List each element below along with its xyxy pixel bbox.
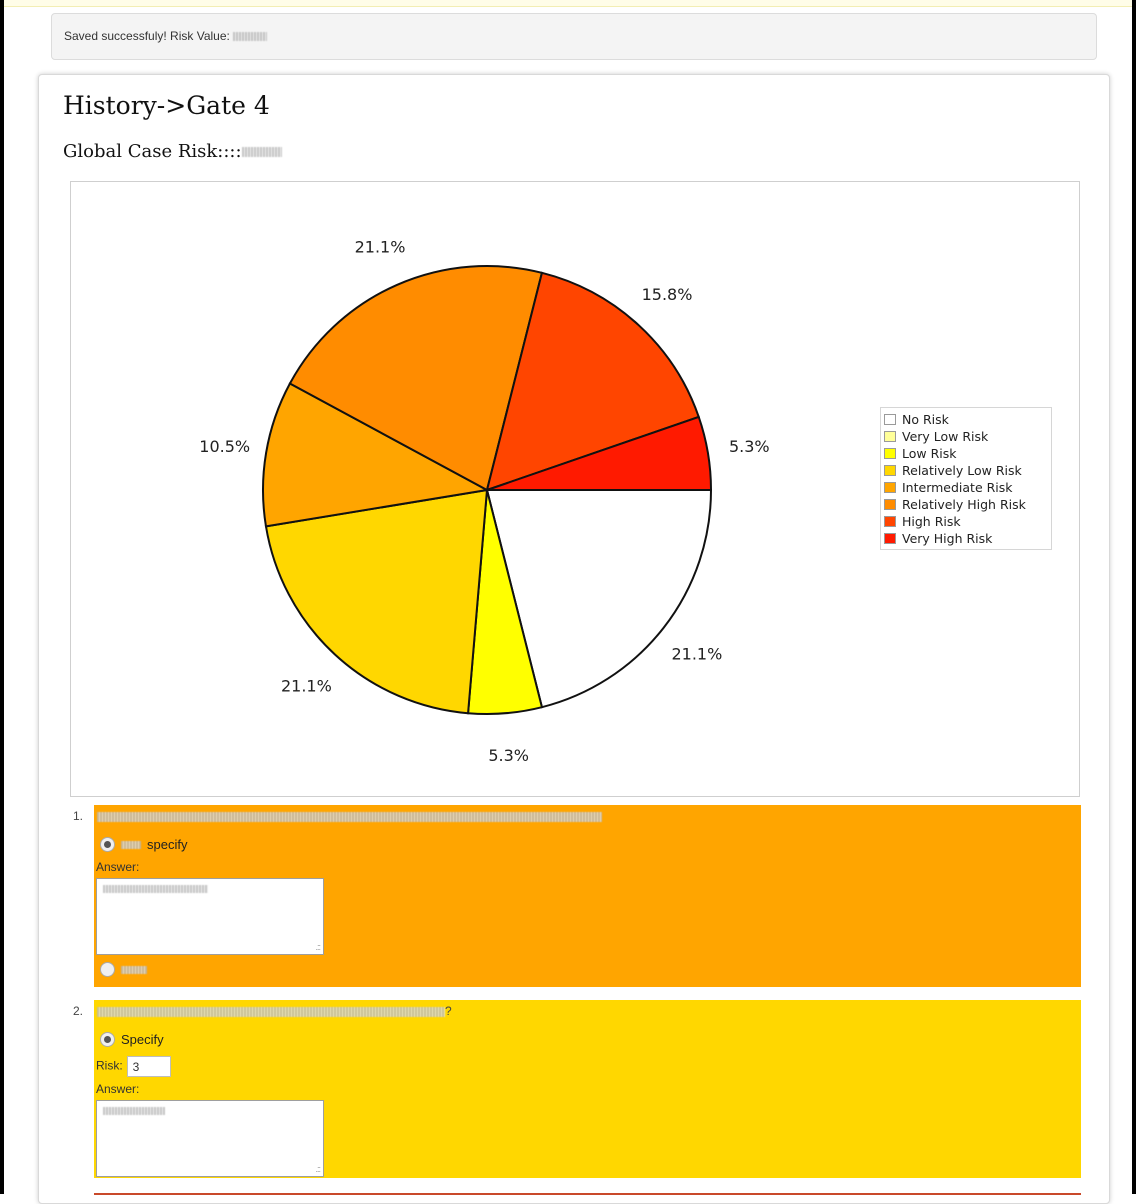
- legend-item: Relatively High Risk: [884, 496, 1051, 513]
- legend-label: Relatively High Risk: [902, 497, 1026, 512]
- radio-button[interactable]: [100, 837, 115, 852]
- alert-text: Saved successfuly! Risk Value:: [64, 29, 230, 43]
- option-label: specify: [147, 837, 188, 852]
- resize-grip-icon[interactable]: .::: [315, 1164, 320, 1174]
- pie-data-label: 21.1%: [281, 676, 332, 695]
- risk-input[interactable]: 3: [126, 1056, 171, 1077]
- redacted-option-2: [121, 965, 147, 974]
- pie-slice-intermediate-risk: [262, 382, 491, 528]
- legend-item: Intermediate Risk: [884, 479, 1051, 496]
- redacted-answer: [103, 1107, 165, 1116]
- legend-label: Intermediate Risk: [902, 480, 1013, 495]
- legend-label: Relatively Low Risk: [902, 463, 1022, 478]
- question-1-option-specify[interactable]: specify: [100, 837, 187, 852]
- answer-textarea[interactable]: .::: [96, 1100, 324, 1177]
- pie-data-label: 5.3%: [488, 746, 529, 765]
- radio-button[interactable]: [100, 1032, 115, 1047]
- redacted-global-risk: [241, 147, 282, 157]
- radio-button[interactable]: [100, 962, 115, 977]
- legend-label: High Risk: [902, 514, 961, 529]
- question-2-block: ? Specify Risk: 3 Answer: .::: [94, 1000, 1081, 1178]
- pie-data-label: 10.5%: [199, 437, 250, 456]
- redacted-risk-value: [233, 32, 268, 42]
- question-1-block: specify Answer: .::: [94, 805, 1081, 987]
- pie-slice-very-high-risk: [486, 415, 713, 491]
- pie-slice-high-risk: [485, 271, 701, 492]
- redacted-question-1: [97, 811, 602, 822]
- legend-item: Relatively Low Risk: [884, 462, 1051, 479]
- pie-data-label: 5.3%: [729, 437, 770, 456]
- redacted-option: [121, 840, 141, 849]
- legend-label: Very High Risk: [902, 531, 993, 546]
- risk-pie-chart: 21.1% 5.3% 21.1% 10.5% 21.1% 15.8% 5.3% No Ris…: [70, 181, 1080, 797]
- question-2-option-specify[interactable]: Specify: [100, 1032, 164, 1047]
- pie-data-label: 15.8%: [642, 285, 693, 304]
- pie-slice-relatively-high-risk: [288, 265, 544, 492]
- window-frame-left: [0, 0, 4, 1194]
- legend-swatch: [884, 516, 896, 527]
- window-frame-right: [1132, 0, 1136, 1194]
- top-border: [0, 0, 1136, 7]
- question-1-number: 1.: [73, 809, 84, 823]
- risk-label: Risk:: [96, 1058, 123, 1073]
- pie-slice-no-risk: [485, 489, 713, 709]
- legend-label: No Risk: [902, 412, 949, 427]
- answer-label: Answer:: [96, 1082, 140, 1096]
- answer-textarea[interactable]: .::: [96, 878, 324, 955]
- legend-item: No Risk: [884, 411, 1051, 428]
- legend-item: Very High Risk: [884, 530, 1051, 547]
- option-label: Specify: [121, 1032, 164, 1047]
- next-question-edge: [94, 1193, 1081, 1195]
- legend-label: Very Low Risk: [902, 429, 989, 444]
- page-title: History->Gate 4: [63, 91, 270, 120]
- answer-label: Answer:: [96, 860, 140, 874]
- save-success-alert: Saved successfuly! Risk Value:: [51, 13, 1097, 60]
- legend-item: High Risk: [884, 513, 1051, 530]
- legend-item: Low Risk: [884, 445, 1051, 462]
- pie-slice-relatively-low-risk: [264, 488, 489, 715]
- resize-grip-icon[interactable]: .::: [315, 942, 320, 952]
- legend-swatch: [884, 533, 896, 544]
- pie-chart-svg: 21.1% 5.3% 21.1% 10.5% 21.1% 15.8% 5.3%: [199, 238, 770, 766]
- pie-data-label: 21.1%: [671, 644, 722, 663]
- legend-swatch: [884, 448, 896, 459]
- legend-item: Very Low Risk: [884, 428, 1051, 445]
- redacted-answer: [103, 885, 208, 894]
- legend-swatch: [884, 465, 896, 476]
- question-2-text: ?: [97, 1004, 452, 1018]
- legend-swatch: [884, 482, 896, 493]
- question-2-number: 2.: [73, 1004, 84, 1018]
- question-1-option-2[interactable]: [100, 962, 147, 977]
- question-1-text: [97, 809, 602, 823]
- redacted-question-2: [97, 1006, 445, 1017]
- legend-label: Low Risk: [902, 446, 957, 461]
- global-case-risk-label: Global Case Risk::::: [63, 141, 242, 162]
- question-2-suffix: ?: [445, 1004, 452, 1018]
- risk-field: Risk: 3: [96, 1056, 171, 1077]
- legend-swatch: [884, 431, 896, 442]
- gate-panel: History->Gate 4 Global Case Risk:::: 21.…: [38, 74, 1110, 1204]
- pie-data-label: 21.1%: [355, 238, 406, 257]
- legend-swatch: [884, 414, 896, 425]
- global-case-risk: Global Case Risk::::: [63, 141, 282, 162]
- chart-legend: No Risk Very Low Risk Low Risk Relatively L…: [880, 407, 1052, 550]
- legend-swatch: [884, 499, 896, 510]
